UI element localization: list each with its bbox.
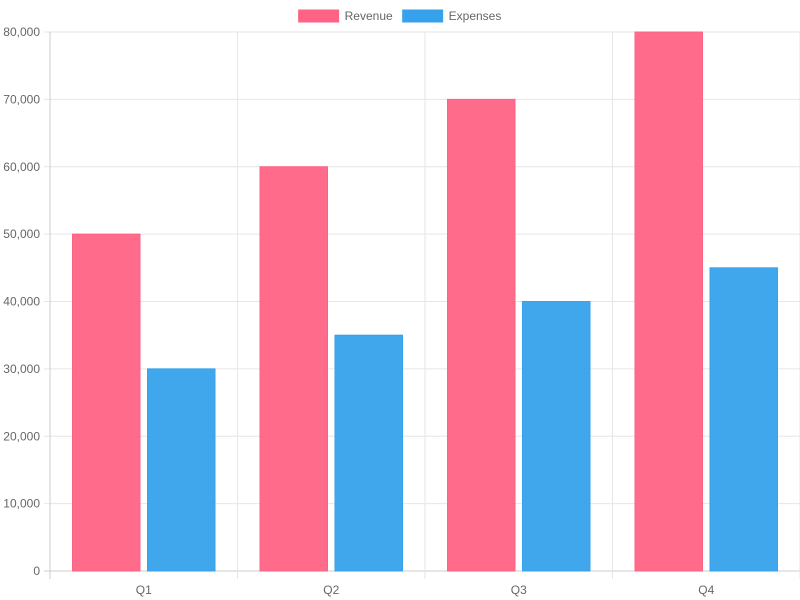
bars: [72, 31, 778, 572]
legend-label: Revenue: [345, 9, 393, 23]
y-tick-label: 0: [33, 564, 40, 578]
bar-expenses-q2[interactable]: [334, 334, 403, 572]
bar-revenue-q2[interactable]: [259, 166, 328, 572]
y-tick-label: 40,000: [3, 295, 40, 309]
y-tick-label: 10,000: [3, 497, 40, 511]
legend-swatch: [402, 9, 444, 23]
x-tick-label: Q3: [511, 583, 527, 597]
legend-swatch: [298, 9, 340, 23]
legend-label: Expenses: [449, 9, 502, 23]
y-tick-label: 80,000: [3, 25, 40, 39]
legend: Revenue Expenses: [298, 9, 502, 23]
x-axis: Q1 Q2 Q3 Q4: [136, 583, 715, 597]
y-tick-label: 30,000: [3, 362, 40, 376]
x-tick-label: Q1: [136, 583, 152, 597]
y-tick-label: 60,000: [3, 160, 40, 174]
x-tick-label: Q2: [323, 583, 339, 597]
x-tick-label: Q4: [698, 583, 714, 597]
bar-expenses-q4[interactable]: [709, 267, 778, 572]
bar-revenue-q3[interactable]: [447, 98, 516, 572]
legend-item-revenue[interactable]: Revenue: [298, 9, 393, 23]
y-axis: 0 10,000 20,000 30,000 40,000 50,000 60,000 70,…: [3, 25, 40, 578]
bar-expenses-q1[interactable]: [147, 368, 216, 572]
legend-item-expenses[interactable]: Expenses: [402, 9, 502, 23]
y-tick-label: 70,000: [3, 92, 40, 106]
bar-revenue-q4[interactable]: [634, 31, 703, 572]
bar-expenses-q3[interactable]: [522, 301, 591, 572]
y-tick-label: 20,000: [3, 429, 40, 443]
bar-revenue-q1[interactable]: [72, 233, 141, 572]
y-tick-label: 50,000: [3, 227, 40, 241]
